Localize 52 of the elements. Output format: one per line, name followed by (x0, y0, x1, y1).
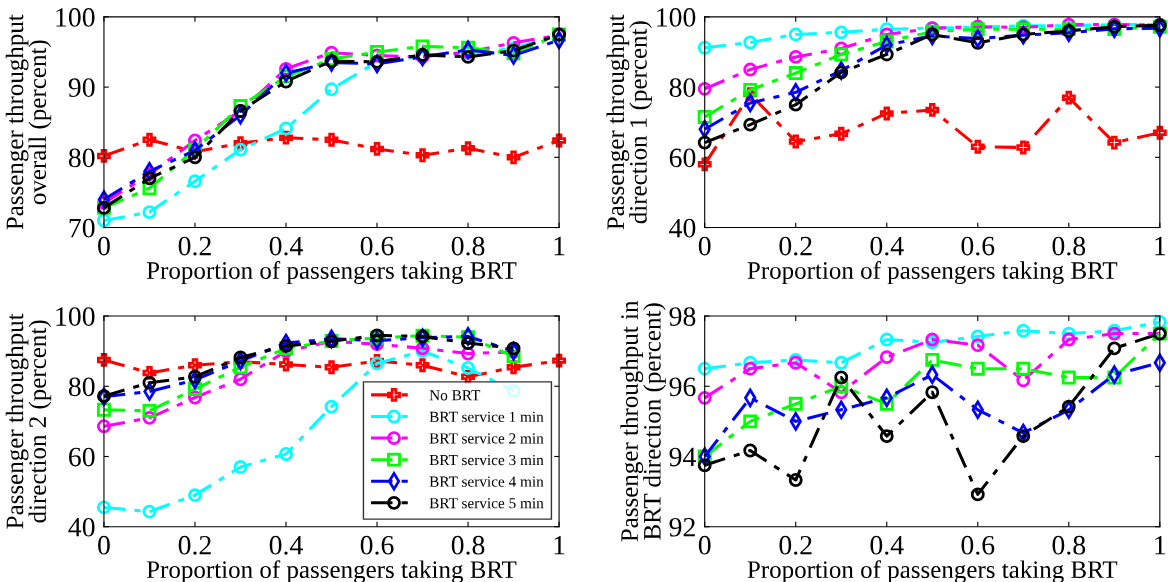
legend-label: BRT service 3 min (429, 454, 544, 466)
x-tick-label: 0.4 (269, 236, 303, 256)
x-tick-label: 0.6 (961, 535, 995, 555)
y-tick-label: 40 (68, 517, 95, 537)
y-tick-label: 40 (669, 218, 696, 238)
legend-label: BRT service 1 min (429, 411, 544, 422)
y-axis-title: Passenger throughput in BRT direction (percent) (620, 300, 666, 542)
y-tick-label: 60 (69, 447, 95, 467)
x-tick-label: 0.2 (779, 535, 812, 555)
x-tick-label: 1 (554, 236, 565, 256)
x-tick-label: 1 (1155, 236, 1166, 256)
y-tick-label: 96 (669, 377, 696, 397)
legend-label: BRT service 2 min (429, 433, 544, 444)
y-tick-label: 98 (669, 307, 696, 326)
x-tick-label: 0 (98, 535, 110, 555)
x-tick-label: 0.8 (1052, 535, 1086, 555)
x-tick-label: 0 (98, 236, 110, 256)
y-axis-title: Passenger throughput direction 2 (percent) (5, 313, 52, 529)
x-tick-label: 0 (698, 535, 711, 555)
y-axis-title: Passenger throughput overall (percent) (5, 14, 52, 230)
x-tick-label: 0.2 (178, 236, 211, 256)
y-tick-label: 92 (669, 517, 695, 537)
y-tick-label: 60 (669, 148, 696, 168)
x-tick-label: 0.8 (1052, 236, 1086, 256)
y-tick-label: 80 (669, 78, 696, 98)
y-tick-label: 100 (56, 307, 95, 326)
x-tick-label: 1 (1155, 535, 1166, 555)
x-tick-label: 0.6 (360, 236, 394, 256)
y-tick-label: 100 (56, 8, 95, 27)
x-axis-title: Proportion of passengers taking BRT (747, 261, 1118, 285)
y-axis-title: Passenger throughput direction 1 (percent) (606, 14, 652, 230)
x-tick-label: 0.2 (178, 535, 211, 555)
x-tick-label: 0.4 (269, 535, 303, 555)
x-tick-label: 0.4 (870, 236, 904, 256)
x-tick-label: 0.2 (779, 236, 812, 256)
legend-label: No BRT (429, 390, 481, 401)
y-tick-label: 70 (69, 218, 95, 238)
x-tick-label: 1 (554, 535, 565, 555)
y-tick-label: 80 (68, 377, 95, 397)
x-tick-label: 0.4 (870, 535, 904, 555)
y-tick-label: 94 (669, 447, 696, 467)
x-axis-title: Proportion of passengers taking BRT (146, 261, 517, 285)
y-tick-label: 80 (68, 148, 95, 168)
legend-label: BRT service 4 min (429, 476, 544, 487)
x-tick-label: 0.6 (360, 535, 394, 555)
x-tick-label: 0.8 (451, 236, 485, 256)
x-tick-label: 0 (698, 236, 711, 256)
x-tick-label: 0.8 (451, 535, 485, 555)
legend-label: BRT service 5 min (429, 498, 544, 509)
y-tick-label: 100 (657, 8, 696, 27)
y-tick-label: 90 (68, 78, 95, 98)
x-tick-label: 0.6 (961, 236, 995, 256)
